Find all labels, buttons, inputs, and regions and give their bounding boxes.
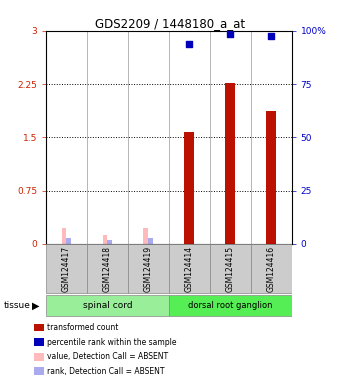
Text: GSM124414: GSM124414 (185, 246, 194, 292)
Text: GSM124418: GSM124418 (103, 246, 112, 292)
Text: transformed count: transformed count (47, 323, 118, 332)
Bar (225, 83, 235, 244)
Text: spinal cord: spinal cord (83, 301, 132, 310)
Bar (148, 238, 153, 244)
Bar (210, 244, 251, 293)
Bar (184, 132, 194, 244)
Bar (266, 111, 276, 244)
Point (187, 40, 192, 46)
Text: percentile rank within the sample: percentile rank within the sample (47, 338, 177, 347)
Text: GSM124419: GSM124419 (144, 246, 153, 292)
Bar (66, 238, 71, 244)
Text: GSM124416: GSM124416 (267, 246, 276, 292)
Bar (46, 295, 169, 316)
Bar (169, 295, 292, 316)
Text: GSM124417: GSM124417 (62, 246, 71, 292)
Text: tissue: tissue (3, 301, 30, 310)
Bar (251, 244, 292, 293)
Bar (107, 240, 112, 244)
Bar (103, 235, 107, 244)
Bar (128, 244, 169, 293)
Bar (169, 244, 210, 293)
Text: rank, Detection Call = ABSENT: rank, Detection Call = ABSENT (47, 367, 165, 376)
Bar (144, 228, 148, 244)
Point (268, 33, 274, 39)
Bar (62, 228, 66, 244)
Point (227, 31, 233, 37)
Bar (46, 244, 87, 293)
Text: ▶: ▶ (32, 300, 39, 310)
Bar (87, 244, 128, 293)
Text: GDS2209 / 1448180_a_at: GDS2209 / 1448180_a_at (95, 17, 246, 30)
Text: value, Detection Call = ABSENT: value, Detection Call = ABSENT (47, 352, 168, 361)
Text: dorsal root ganglion: dorsal root ganglion (188, 301, 272, 310)
Text: GSM124415: GSM124415 (226, 246, 235, 292)
